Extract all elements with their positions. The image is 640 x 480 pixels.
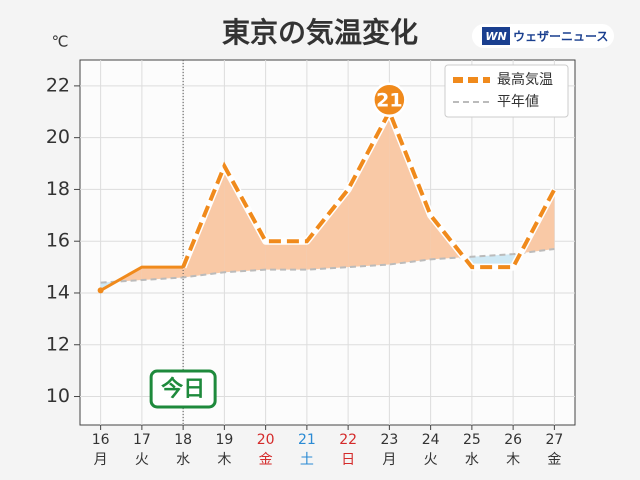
brand-logo: WN ウェザーニュース (472, 24, 614, 48)
y-tick-label: 22 (46, 74, 70, 96)
y-tick-label: 12 (46, 333, 70, 355)
difference-area (389, 111, 431, 265)
normal-line (100, 247, 555, 284)
weekday-label: 月 (94, 452, 108, 468)
y-tick-label: 14 (46, 281, 70, 303)
difference-area (141, 267, 184, 281)
legend-label: 平年値 (497, 94, 539, 110)
weekday-label: 火 (135, 452, 149, 468)
difference-area (265, 241, 307, 270)
x-tick-label: 21 (298, 432, 316, 448)
difference-area (306, 189, 349, 270)
x-tick-label: 19 (215, 432, 233, 448)
x-tick-label: 16 (92, 432, 110, 448)
y-tick-label: 18 (46, 178, 70, 200)
x-tick-label: 25 (463, 432, 481, 448)
x-tick-label: 24 (422, 432, 440, 448)
legend-label: 最高気温 (497, 71, 553, 88)
peak-badge (372, 82, 407, 118)
x-tick-label: 26 (504, 432, 522, 448)
weekday-label: 日 (341, 452, 355, 468)
brand-name: ウェザーニュース (513, 30, 608, 44)
x-tick-label: 22 (339, 432, 357, 448)
weekday-label: 火 (424, 452, 438, 468)
y-tick-label: 10 (46, 385, 70, 407)
max-temp-line (181, 107, 557, 270)
max-temp-point (97, 287, 104, 294)
weekday-label: 土 (300, 452, 314, 468)
weekday-label: 金 (547, 452, 561, 468)
y-tick-label: 16 (46, 230, 70, 252)
unit-label: ℃ (52, 33, 69, 51)
y-tick-label: 20 (46, 126, 70, 148)
today-badge (149, 369, 217, 409)
brand-icon (482, 27, 510, 45)
x-tick-label: 17 (133, 432, 151, 448)
x-tick-label: 20 (257, 432, 275, 448)
weekday-label: 木 (506, 452, 520, 468)
x-tick-label: 23 (380, 432, 398, 448)
weekday-label: 木 (217, 452, 231, 468)
max-temp-line (99, 265, 184, 292)
weekday-label: 水 (465, 452, 479, 468)
peak-label: 21 (376, 89, 402, 111)
brand-mark: WN (485, 30, 506, 43)
weekday-label: 水 (176, 452, 190, 468)
x-tick-label: 27 (545, 432, 563, 448)
weekday-label: 月 (382, 452, 396, 468)
today-label: 今日 (161, 376, 205, 402)
x-tick-label: 18 (174, 432, 192, 448)
chart-title: 東京の気温変化 (222, 16, 418, 49)
difference-area (348, 111, 390, 268)
weekday-label: 金 (259, 452, 273, 468)
difference-area (224, 166, 266, 273)
